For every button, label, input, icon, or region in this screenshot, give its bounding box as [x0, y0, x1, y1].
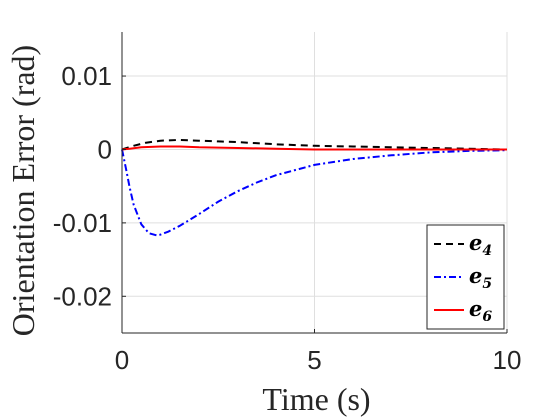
y-tick-label: 0.01 [61, 61, 112, 91]
y-axis-title: Orientation Error (rad) [5, 45, 41, 336]
legend-entry-name: e [469, 263, 482, 288]
series-line-e5 [121, 149, 508, 237]
axes [121, 32, 508, 334]
legend-entry-name: e [469, 296, 482, 321]
series-line-e6 [121, 145, 507, 151]
tick-labels: 0 5 10 0.01 0 -0.01 -0.02 [53, 61, 522, 375]
y-tick-label: -0.02 [53, 281, 112, 311]
legend-entry-label: e5 [469, 263, 492, 292]
legend-entry-label: e6 [469, 296, 492, 325]
legend-entry-label: e4 [469, 230, 492, 259]
series-line-e4 [121, 138, 508, 151]
legend-entry-name: e [469, 230, 482, 255]
y-tick-label: -0.01 [53, 208, 112, 238]
legend-entry-subscript: 4 [482, 243, 492, 259]
y-tick-label: 0 [98, 134, 112, 164]
x-tick-label: 5 [307, 345, 321, 375]
x-tick-label: 10 [493, 345, 522, 375]
legend-entry-subscript: 5 [482, 276, 492, 292]
legend-entry-subscript: 6 [482, 309, 492, 325]
series-layer [121, 138, 508, 237]
x-axis-title: Time (s) [262, 381, 370, 417]
x-tick-label: 0 [115, 345, 129, 375]
